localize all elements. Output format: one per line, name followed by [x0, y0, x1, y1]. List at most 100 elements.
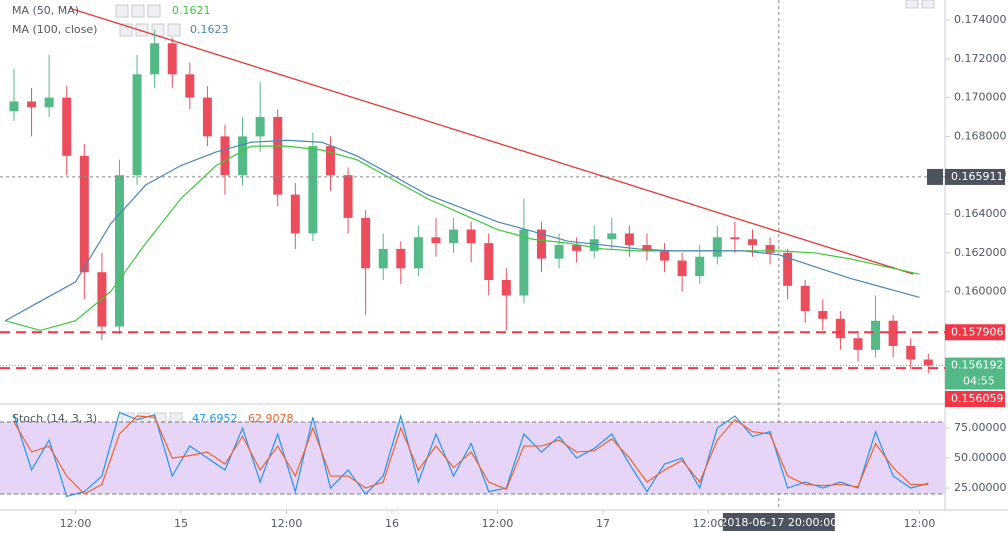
x-tick-label: 12:00: [482, 517, 514, 530]
candle-body: [818, 311, 828, 319]
trendline: [70, 7, 914, 275]
stoch-title: Stoch (14, 3, 3): [12, 412, 97, 425]
x-tick-label: 12:00: [271, 517, 303, 530]
crosshair-price: 0.165911: [951, 170, 1004, 183]
candle-body: [871, 320, 881, 350]
candle-body: [396, 248, 406, 269]
icon[interactable]: [921, 0, 935, 9]
candle-body: [44, 97, 54, 108]
candle-body: [361, 217, 371, 269]
x-tick-label: 12:00: [904, 517, 936, 530]
alert-label-box: [945, 391, 1005, 407]
candle-body: [27, 101, 37, 108]
candle-body: [695, 256, 705, 277]
candle-body: [308, 146, 318, 234]
y-tick-label: 75.00000: [954, 421, 1007, 434]
y-tick-label: 0.172000: [954, 52, 1007, 65]
candle-body: [853, 338, 863, 350]
crosshair-time-box: [722, 513, 835, 531]
candle-body: [290, 194, 300, 234]
y-tick-label: 0.170000: [954, 91, 1007, 104]
crosshair-time: 2018-06-17 20:00:00: [720, 516, 837, 529]
candle-body: [9, 101, 19, 112]
candle-body: [431, 237, 441, 244]
candle-body: [220, 136, 230, 176]
x-tick-label: 15: [174, 517, 188, 530]
icon[interactable]: [905, 0, 919, 9]
candle-body: [624, 233, 634, 246]
crosshair-plus[interactable]: [927, 168, 943, 185]
icon[interactable]: [135, 23, 149, 37]
candle-body: [273, 117, 283, 195]
candle-body: [783, 252, 793, 286]
candle-body: [730, 237, 740, 240]
candle-body: [554, 245, 564, 259]
last-price-label: 0.156192: [951, 359, 1004, 372]
candle-body: [238, 136, 248, 176]
candle-body: [484, 243, 494, 280]
ma-line: [4, 139, 920, 322]
candle-body: [114, 175, 124, 327]
stoch-line: [13, 415, 929, 495]
candle-body: [167, 43, 177, 75]
icon[interactable]: [115, 4, 129, 18]
y-tick-label: 50.00000: [954, 451, 1007, 464]
candle-body: [343, 175, 353, 218]
candle-body: [923, 359, 933, 366]
x-tick-label: 12:00: [60, 517, 92, 530]
icon[interactable]: [147, 4, 161, 18]
candle-body: [677, 260, 687, 277]
candle-body: [132, 74, 142, 176]
candle-body: [642, 245, 652, 251]
legend-value: 0.1621: [172, 4, 211, 17]
candle-body: [589, 239, 599, 251]
candle-body: [466, 229, 476, 244]
candle-body: [150, 43, 160, 75]
icon[interactable]: [131, 4, 145, 18]
y-tick-label: 0.168000: [954, 129, 1007, 142]
alert-label-box: [945, 324, 1005, 341]
candle-body: [449, 229, 459, 244]
candle-body: [536, 229, 546, 259]
stoch-band: [0, 422, 945, 495]
candle-body: [519, 229, 529, 296]
candle-body: [255, 117, 265, 137]
alert-label: 0.157906: [951, 325, 1004, 338]
legend-value: 62.9078: [248, 412, 294, 425]
candle-body: [378, 248, 388, 269]
alert-label: 0.156059: [951, 392, 1004, 405]
icon[interactable]: [167, 23, 181, 37]
candle-body: [572, 245, 582, 251]
crosshair-price-box: [945, 168, 1005, 185]
x-tick-label: 12:00: [693, 517, 725, 530]
candle-body: [712, 237, 722, 257]
y-tick-label: 0.162000: [954, 246, 1007, 259]
candle-body: [202, 97, 212, 137]
candle-body: [607, 233, 617, 240]
candle-body: [660, 250, 670, 261]
candle-body: [413, 237, 423, 269]
candle-body: [62, 97, 72, 156]
candle-body: [185, 74, 195, 98]
stoch-line: [13, 411, 929, 498]
y-tick-label: 25.00000: [954, 481, 1007, 494]
y-tick-label: 0.174000: [954, 13, 1007, 26]
ma-line: [5, 145, 920, 332]
candle-body: [835, 318, 845, 339]
candle-body: [906, 345, 916, 360]
candle-body: [888, 320, 898, 346]
candle-body: [747, 239, 757, 246]
legend-name: MA (100, close): [12, 23, 97, 36]
legend-value: 47.6952: [192, 412, 238, 425]
legend-name: MA (50, MA): [12, 4, 79, 17]
y-tick-label: 0.160000: [954, 285, 1007, 298]
last-price-box: [945, 357, 1005, 390]
candle-body: [800, 285, 810, 312]
countdown: 04:55: [963, 375, 995, 388]
candle-body: [79, 155, 89, 273]
candle-body: [325, 146, 335, 176]
legend-value: 0.1623: [190, 23, 229, 36]
candle-body: [501, 279, 511, 296]
